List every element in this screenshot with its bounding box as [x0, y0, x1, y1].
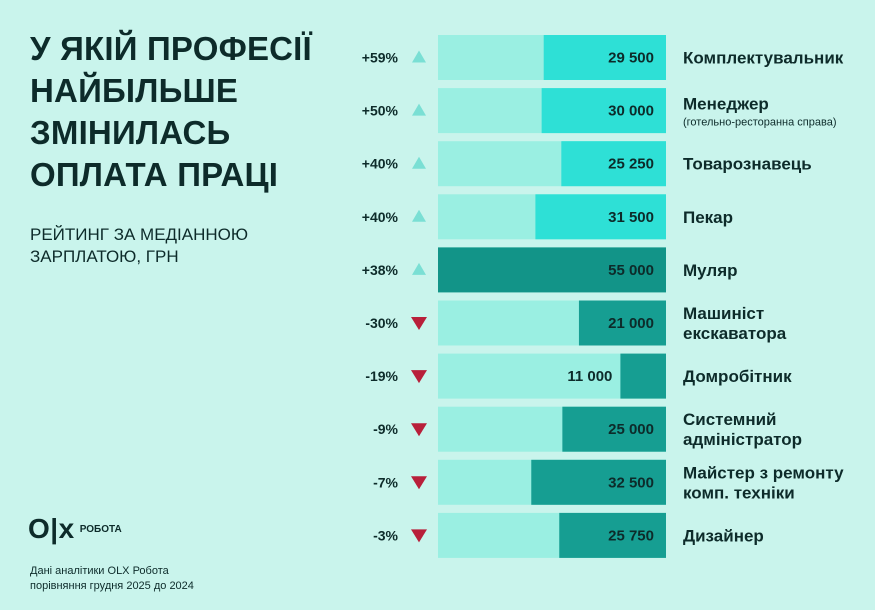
chart-title: У ЯКІЙ ПРОФЕСІЇ НАЙБІЛЬШЕ ЗМІНИЛАСЬ ОПЛА…: [30, 28, 330, 196]
up-arrow-icon: [412, 262, 426, 275]
olx-logo: O|x РОБОТА: [28, 513, 122, 545]
value-label: 11 000: [567, 368, 612, 385]
bar: [543, 35, 666, 80]
change-label: +59%: [362, 50, 399, 66]
value-label: 29 500: [608, 50, 654, 67]
bar: [531, 459, 666, 505]
change-label: -19%: [365, 368, 398, 384]
category-label: Домробітник: [683, 367, 792, 386]
category-label: екскаватора: [683, 324, 787, 343]
category-label: Комплектувальник: [683, 49, 844, 68]
value-label: 25 000: [608, 421, 654, 438]
footnote-line: Дані аналітики OLX Робота: [30, 565, 169, 577]
category-label: комп. техніки: [683, 483, 795, 502]
category-label: Менеджер: [683, 95, 769, 114]
value-label: 55 000: [608, 262, 654, 279]
category-label: адміністратор: [683, 430, 802, 449]
title-line: ЗМІНИЛАСЬ: [30, 114, 231, 151]
category-label: Муляр: [683, 261, 738, 280]
down-arrow-icon: [411, 423, 427, 437]
category-label: Товарознавець: [683, 155, 812, 174]
bar: [438, 247, 666, 293]
footnote-line: порівняння грудня 2025 до 2024: [30, 580, 194, 592]
value-label: 32 500: [608, 474, 654, 491]
category-label: Машиніст: [683, 304, 764, 323]
bar: [559, 512, 666, 558]
change-label: +40%: [362, 209, 399, 225]
change-label: +50%: [362, 103, 399, 119]
value-label: 30 000: [608, 103, 654, 120]
bar: [535, 194, 666, 240]
change-label: -9%: [373, 421, 398, 437]
category-label: Пекар: [683, 208, 733, 227]
bar: [561, 141, 666, 187]
change-label: +38%: [362, 262, 399, 278]
category-sublabel: (готельно-ресторанна справа): [683, 117, 837, 129]
logo-mark: O|x: [28, 513, 75, 544]
down-arrow-icon: [411, 317, 427, 330]
value-label: 25 750: [608, 527, 654, 544]
down-arrow-icon: [411, 370, 427, 384]
down-arrow-icon: [411, 529, 427, 543]
up-arrow-icon: [412, 103, 426, 116]
change-label: -3%: [373, 527, 398, 543]
logo-text: РОБОТА: [79, 523, 122, 535]
change-label: -30%: [365, 315, 398, 331]
category-label: Системний: [683, 410, 776, 429]
bar: [541, 88, 666, 134]
value-label: 31 500: [608, 209, 654, 226]
title-line: НАЙБІЛЬШЕ: [30, 72, 239, 109]
category-label: Майстер з ремонту: [683, 463, 844, 482]
change-label: -7%: [373, 474, 398, 490]
subtitle-line: РЕЙТИНГ ЗА МЕДІАННОЮ: [30, 225, 249, 244]
bar: [578, 300, 666, 346]
title-line: У ЯКІЙ ПРОФЕСІЇ: [30, 30, 312, 67]
up-arrow-icon: [412, 156, 426, 169]
subtitle-line: ЗАРПЛАТОЮ, ГРН: [30, 247, 179, 266]
category-label: Дизайнер: [683, 526, 764, 545]
footnote: Дані аналітики OLX Робота порівняння гру…: [30, 564, 194, 594]
down-arrow-icon: [411, 476, 427, 490]
title-line: ОПЛАТА ПРАЦІ: [30, 156, 279, 193]
value-label: 25 250: [608, 156, 654, 173]
up-arrow-icon: [412, 50, 426, 63]
value-label: 21 000: [608, 315, 654, 332]
change-label: +40%: [362, 156, 399, 172]
up-arrow-icon: [412, 209, 426, 222]
bar: [620, 353, 666, 399]
chart-subtitle: РЕЙТИНГ ЗА МЕДІАННОЮ ЗАРПЛАТОЮ, ГРН: [30, 224, 290, 268]
bar: [562, 406, 666, 452]
